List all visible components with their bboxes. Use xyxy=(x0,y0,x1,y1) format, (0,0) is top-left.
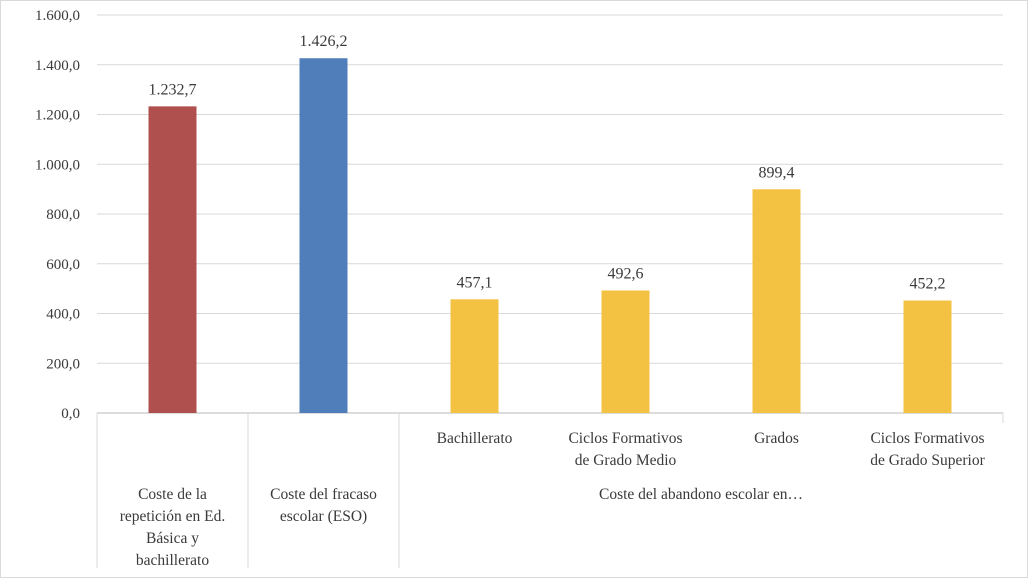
bar xyxy=(148,106,197,413)
data-label: 899,4 xyxy=(759,164,795,181)
y-tick-label: 0,0 xyxy=(61,406,80,422)
x-tick-label: de Grado Medio xyxy=(575,452,677,469)
x-tick-label: Ciclos Formativos xyxy=(568,430,682,447)
x-tick-label: bachillerato xyxy=(136,552,209,569)
group-label: Coste del abandono escolar en… xyxy=(599,486,803,503)
x-tick-label: Coste de la xyxy=(138,486,207,503)
bar xyxy=(299,58,348,413)
x-tick-label: repetición en Ed. xyxy=(120,508,225,525)
y-tick-label: 1.400,0 xyxy=(35,58,80,74)
x-tick-label: Básica y xyxy=(146,530,199,547)
y-tick-label: 1.600,0 xyxy=(35,8,80,24)
x-tick-label: de Grado Superior xyxy=(870,452,985,469)
bar xyxy=(903,300,952,413)
x-tick-label: escolar (ESO) xyxy=(280,508,367,525)
x-tick-label: Coste del fracaso xyxy=(270,486,377,503)
bar xyxy=(450,299,499,413)
data-label: 452,2 xyxy=(910,276,946,293)
y-tick-label: 1.200,0 xyxy=(35,108,80,124)
x-tick-label: Bachillerato xyxy=(437,430,513,447)
y-tick-label: 400,0 xyxy=(46,307,80,323)
y-tick-label: 200,0 xyxy=(46,356,80,372)
bar xyxy=(601,290,650,413)
data-label: 492,6 xyxy=(608,265,644,282)
data-label: 1.426,2 xyxy=(300,33,348,50)
bar xyxy=(752,189,801,413)
data-label: 1.232,7 xyxy=(149,81,197,98)
y-tick-label: 1.000,0 xyxy=(35,157,80,173)
data-label: 457,1 xyxy=(457,274,493,291)
y-tick-label: 600,0 xyxy=(46,257,80,273)
x-tick-label: Grados xyxy=(754,430,799,447)
x-tick-label: Ciclos Formativos xyxy=(870,430,984,447)
y-tick-label: 800,0 xyxy=(46,207,80,223)
